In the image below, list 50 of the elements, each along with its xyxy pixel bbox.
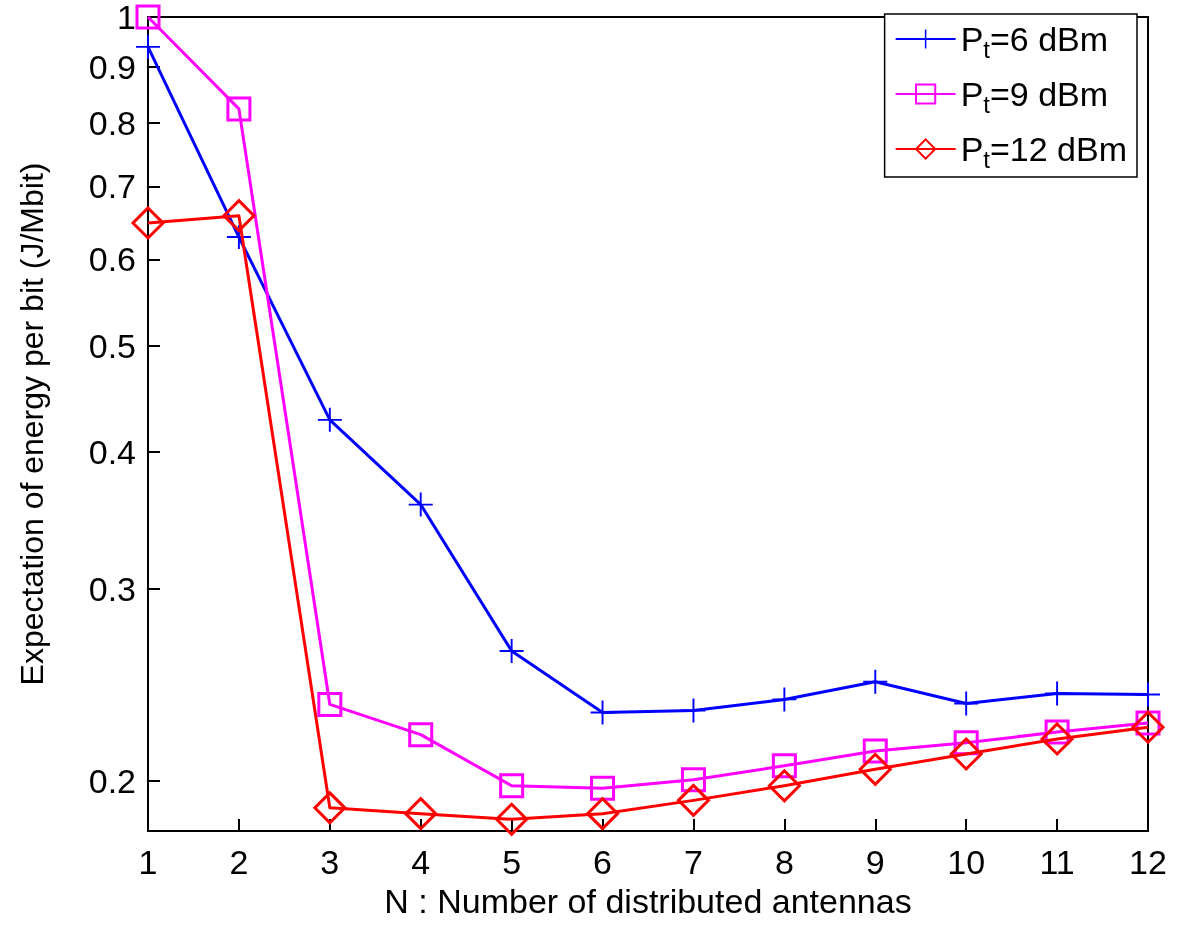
x-tick-label: 8 — [774, 843, 794, 881]
point — [949, 737, 983, 771]
y-tick-label: 1 — [117, 0, 136, 36]
point — [408, 722, 434, 748]
point — [1045, 681, 1070, 706]
point — [863, 669, 888, 694]
point — [499, 773, 525, 799]
y-tick-label: 0.6 — [88, 240, 136, 279]
y-tick-label: 0.2 — [88, 761, 136, 800]
point — [858, 752, 892, 786]
y-tick-label: 0.8 — [88, 103, 136, 142]
point — [767, 769, 801, 803]
point — [404, 797, 438, 831]
point — [317, 691, 343, 717]
x-tick-label: 2 — [229, 843, 249, 881]
x-tick-label: 10 — [947, 843, 986, 881]
point — [676, 783, 710, 817]
x-tick-label: 4 — [411, 843, 431, 881]
y-tick-label: 0.4 — [88, 432, 136, 471]
point — [136, 34, 160, 59]
point — [590, 775, 616, 801]
y-tick-label: 0.7 — [88, 167, 136, 206]
point — [499, 639, 524, 663]
x-tick-label: 5 — [502, 843, 522, 881]
point — [954, 691, 979, 716]
x-tick-label: 12 — [1129, 843, 1167, 881]
point — [586, 797, 620, 831]
point — [408, 492, 433, 517]
x-tick-label: 3 — [320, 843, 340, 881]
point — [495, 802, 529, 836]
point — [135, 4, 161, 30]
x-tick-label: 11 — [1039, 843, 1075, 881]
point — [1131, 710, 1165, 744]
y-tick-label: 0.5 — [88, 327, 136, 366]
point — [772, 687, 797, 712]
point — [1136, 682, 1160, 707]
y-tick-label: 0.3 — [88, 569, 136, 608]
x-tick-label: 6 — [593, 843, 613, 881]
point — [590, 700, 615, 725]
point — [222, 199, 256, 233]
point — [1040, 722, 1074, 756]
point — [226, 96, 252, 122]
point — [131, 206, 165, 240]
point — [313, 791, 347, 825]
x-axis-title: N : Number of distributed antennas — [384, 881, 912, 920]
point — [317, 407, 342, 432]
y-axis-title: Expectation of energy per bit (J/Mbit) — [14, 162, 50, 686]
y-tick-label: 0.9 — [88, 48, 136, 87]
x-tick-label: 7 — [683, 843, 703, 881]
x-tick-label: 9 — [865, 843, 885, 881]
